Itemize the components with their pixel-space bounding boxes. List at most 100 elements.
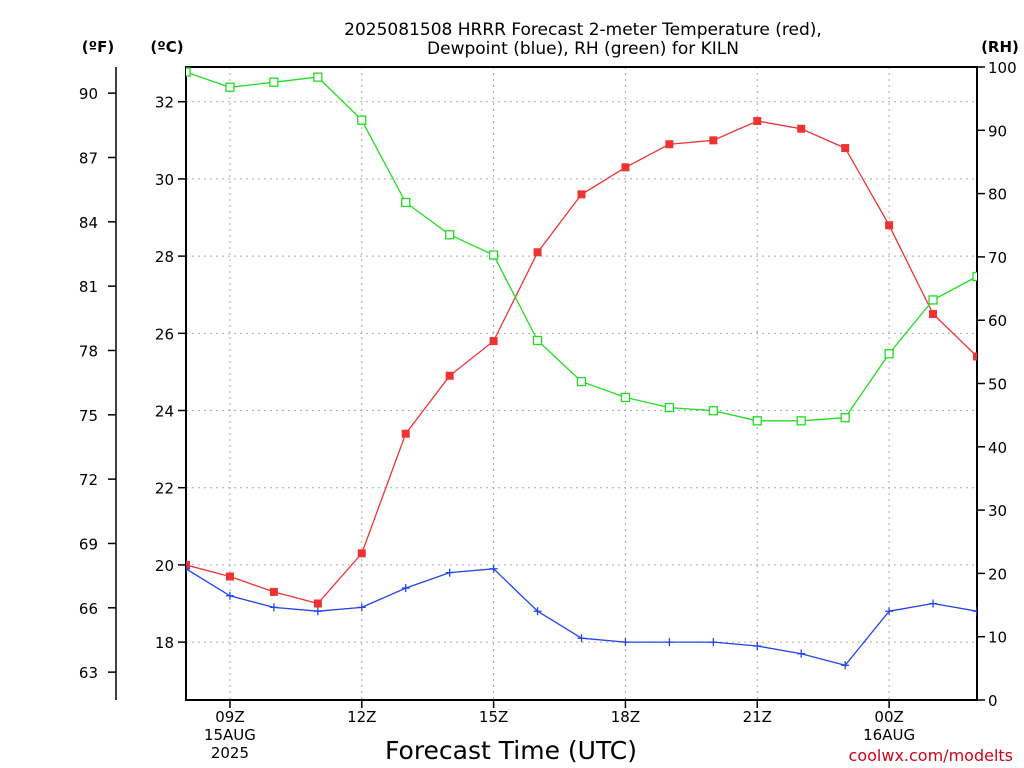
dewpoint-line xyxy=(186,568,977,667)
temperature-point xyxy=(225,572,234,581)
celsius-tick-label: 18 xyxy=(155,634,174,652)
rh-point xyxy=(796,416,806,426)
dewpoint-point xyxy=(621,638,630,647)
temperature-point xyxy=(665,140,674,149)
rh-tick-label: 90 xyxy=(988,122,1007,140)
temperature-point xyxy=(577,190,586,199)
celsius-tick-label: 30 xyxy=(155,171,174,189)
dewpoint-point xyxy=(445,568,454,577)
time-tick-label: 00Z xyxy=(874,708,903,726)
time-tick-label: 2025 xyxy=(211,744,249,762)
dewpoint-point xyxy=(841,661,850,670)
rh-tick-label: 30 xyxy=(988,502,1007,520)
celsius-tick-label: 24 xyxy=(155,403,174,421)
fahrenheit-unit-label: (ºF) xyxy=(82,38,114,56)
dewpoint-point xyxy=(489,564,498,573)
series-layer xyxy=(186,67,977,670)
fahrenheit-tick-label: 90 xyxy=(79,85,98,103)
chart-title-line-1: 2025081508 HRRR Forecast 2-meter Tempera… xyxy=(344,20,822,40)
rh-point xyxy=(752,416,762,426)
rh-tick-label: 100 xyxy=(988,59,1017,77)
x-axis-title: Forecast Time (UTC) xyxy=(385,736,637,765)
dewpoint-point xyxy=(973,607,977,616)
time-tick-label: 21Z xyxy=(743,708,772,726)
dewpoint-point xyxy=(753,641,762,650)
series-group xyxy=(186,67,977,670)
temperature-point xyxy=(973,352,977,361)
temperature-point xyxy=(753,117,762,126)
fahrenheit-tick-label: 78 xyxy=(79,342,98,360)
fahrenheit-tick-label: 63 xyxy=(79,664,98,682)
rh-tick-label: 40 xyxy=(988,439,1007,457)
celsius-tick-label: 28 xyxy=(155,248,174,266)
temperature-point xyxy=(841,144,850,153)
rh-point xyxy=(884,349,894,359)
dewpoint-point xyxy=(357,603,366,612)
celsius-unit-label: (ºC) xyxy=(150,38,183,56)
celsius-tick-label: 22 xyxy=(155,480,174,498)
celsius-tick-label: 32 xyxy=(155,94,174,112)
rh-tick-label: 60 xyxy=(988,312,1007,330)
rh-point xyxy=(225,82,235,92)
dewpoint-point xyxy=(577,634,586,643)
rh-point xyxy=(313,72,323,82)
time-tick-label: 15AUG xyxy=(204,726,256,744)
rh-tick-label: 70 xyxy=(988,249,1007,267)
dewpoint-point xyxy=(225,591,234,600)
rh-point xyxy=(532,335,543,346)
rh-point xyxy=(269,77,279,87)
temperature-point xyxy=(929,310,938,319)
temperature-point xyxy=(797,124,806,133)
dewpoint-point xyxy=(929,599,938,608)
temperature-point xyxy=(533,248,542,257)
dewpoint-point xyxy=(885,607,894,616)
rh-tick-label: 20 xyxy=(988,565,1007,583)
dewpoint-point xyxy=(401,584,410,593)
rh-point xyxy=(840,413,850,423)
dewpoint-point xyxy=(665,638,674,647)
rh-line xyxy=(186,71,977,422)
temperature-point xyxy=(489,337,498,346)
rh-point xyxy=(186,67,191,77)
temperature-point xyxy=(313,599,322,608)
rh-tick-label: 80 xyxy=(988,186,1007,204)
temperature-point xyxy=(186,560,190,569)
fahrenheit-tick-label: 69 xyxy=(79,535,98,553)
rh-point xyxy=(972,271,977,282)
axes: 63 66 69 72 75 78 81 84 87 90 18 20 22 24 26 28 30 32 0 10 2… xyxy=(79,59,1017,762)
temperature-point xyxy=(445,371,454,380)
time-tick-label: 12Z xyxy=(347,708,376,726)
fahrenheit-tick-label: 75 xyxy=(79,407,98,425)
temperature-point xyxy=(709,136,718,145)
rh-tick-label: 0 xyxy=(988,692,998,710)
rh-tick-label: 10 xyxy=(988,629,1007,647)
temperature-point xyxy=(621,163,630,172)
rh-unit-label: (RH) xyxy=(981,38,1019,56)
rh-tick-label: 50 xyxy=(988,376,1007,394)
rh-point xyxy=(357,115,367,125)
time-tick-label: 16AUG xyxy=(863,726,915,744)
rh-point xyxy=(928,295,938,305)
time-tick-label: 15Z xyxy=(479,708,508,726)
time-tick-label: 18Z xyxy=(611,708,640,726)
dewpoint-point xyxy=(269,603,278,612)
fahrenheit-tick-label: 87 xyxy=(79,149,98,167)
chart-title-line-2: Dewpoint (blue), RH (green) for KILN xyxy=(427,39,739,59)
rh-point xyxy=(401,197,411,208)
temperature-point xyxy=(401,429,410,438)
fahrenheit-tick-label: 81 xyxy=(79,278,98,296)
rh-point xyxy=(488,250,499,260)
fahrenheit-tick-label: 66 xyxy=(79,600,98,618)
rh-point xyxy=(664,402,675,413)
celsius-tick-label: 26 xyxy=(155,325,174,343)
temperature-point xyxy=(357,549,366,558)
fahrenheit-tick-label: 84 xyxy=(79,214,98,232)
dewpoint-point xyxy=(533,607,542,616)
watermark: coolwx.com/modelts xyxy=(849,746,1013,765)
rh-point xyxy=(620,392,631,403)
rh-point xyxy=(708,406,718,416)
temperature-point xyxy=(885,221,894,230)
dewpoint-point xyxy=(313,607,322,616)
rh-point xyxy=(445,230,455,240)
